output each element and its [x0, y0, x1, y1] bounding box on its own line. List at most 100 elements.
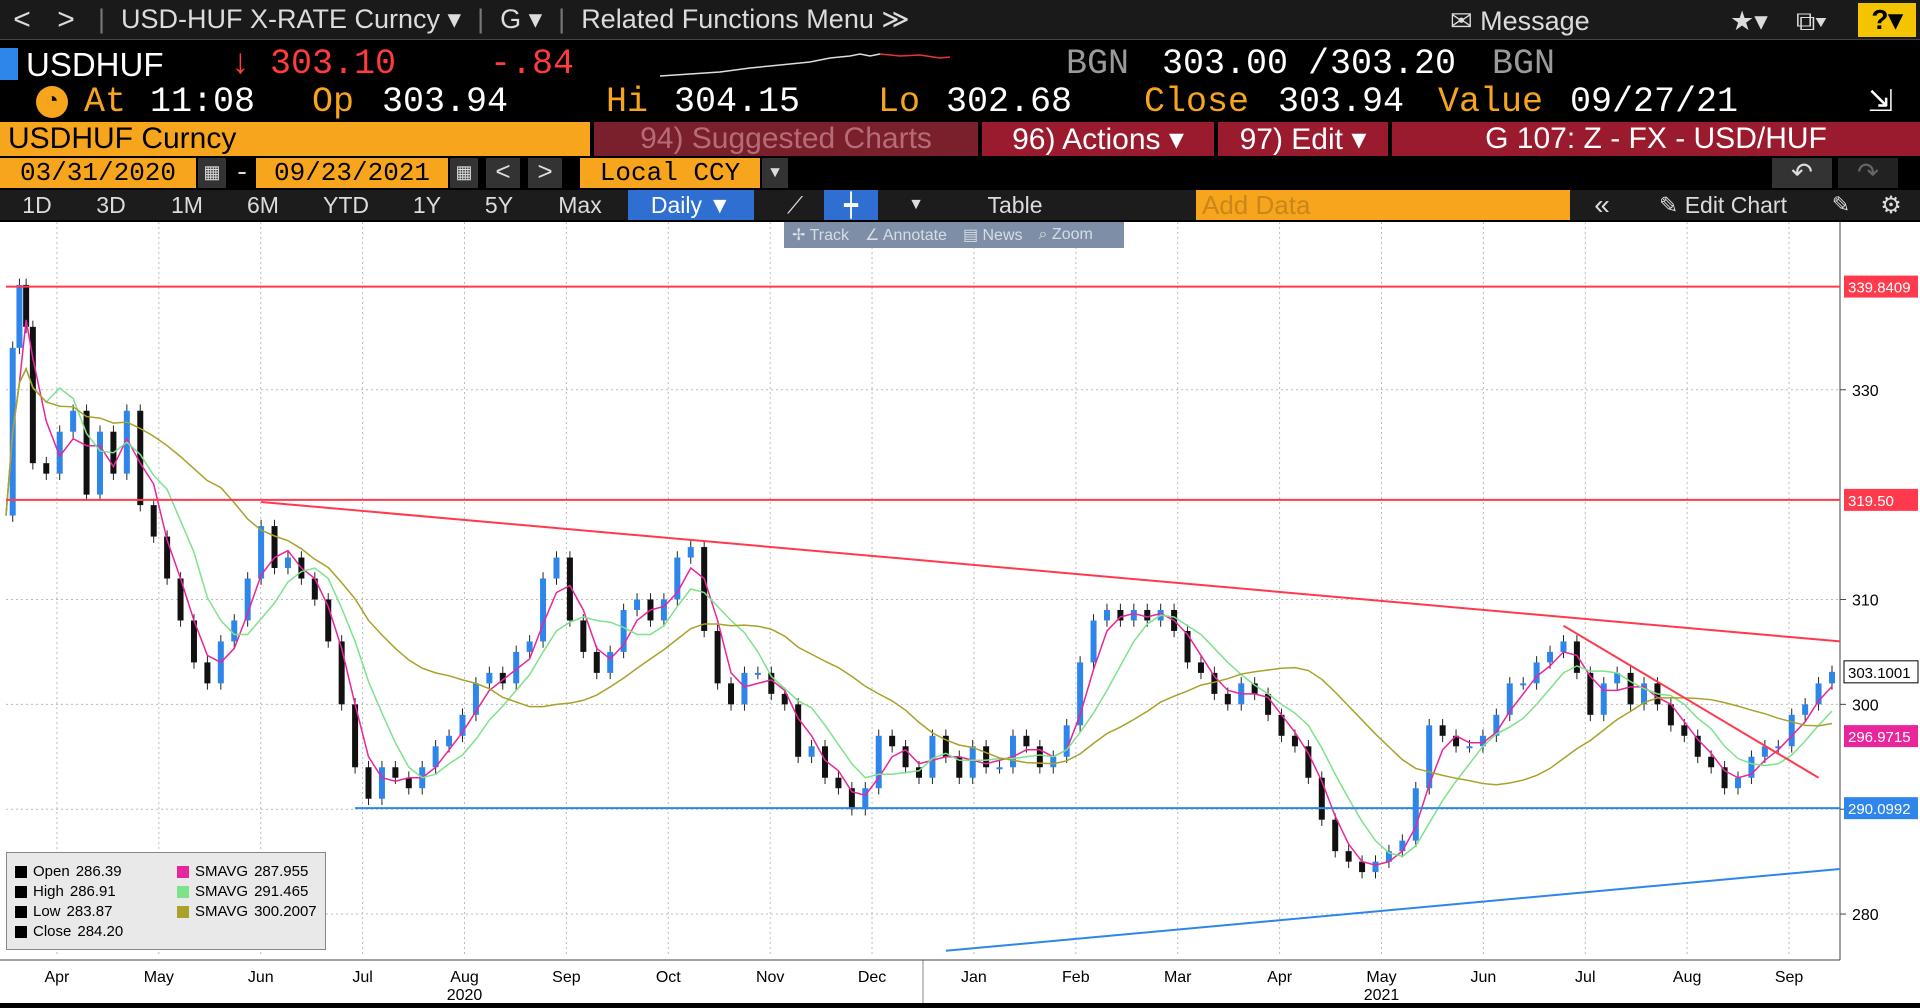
- candle-body: [1211, 672, 1218, 694]
- related-functions-menu[interactable]: Related Functions Menu ≫: [581, 4, 910, 34]
- intraday-sparkline: [660, 53, 951, 77]
- chevron-down-icon[interactable]: ▼: [908, 196, 924, 213]
- end-date-input[interactable]: 09/23/2021: [256, 158, 448, 188]
- legend-label: SMAVG: [195, 863, 249, 880]
- x-tick-label: May: [1366, 969, 1396, 986]
- price-tag: [1844, 488, 1918, 511]
- start-date-input[interactable]: 03/31/2020: [0, 158, 196, 188]
- annotate-tool[interactable]: ∠ Annotate: [864, 227, 947, 244]
- candle-body: [1385, 851, 1392, 862]
- export-icon[interactable]: ⇲: [1868, 87, 1894, 121]
- candle-body: [1359, 861, 1366, 873]
- candle-body: [1453, 735, 1460, 747]
- next-period-button[interactable]: >: [528, 158, 562, 188]
- candle-body: [365, 767, 372, 799]
- period-1m[interactable]: 1M: [171, 191, 203, 218]
- candle-body: [432, 746, 439, 768]
- news-tool[interactable]: ▤ News: [962, 227, 1023, 244]
- suggested-charts-button[interactable]: 94) Suggested Charts: [594, 122, 978, 156]
- sma-tag-label: 296.9715: [1848, 729, 1911, 746]
- x-tick-label: Dec: [858, 969, 886, 986]
- period-1d[interactable]: 1D: [22, 191, 52, 218]
- quote-line: USDHUF ↓ 303.10 -.84 BGN 303.00 / 303.20…: [0, 44, 1920, 84]
- table-button[interactable]: Table: [987, 191, 1043, 218]
- track-tool[interactable]: ✢ Track: [792, 227, 849, 244]
- window-icon[interactable]: ⧉▾: [1796, 6, 1827, 36]
- candle-body: [204, 662, 211, 684]
- candle-body: [1641, 683, 1648, 705]
- candle-body: [1332, 819, 1339, 852]
- x-tick-label: Sep: [552, 969, 581, 986]
- security-field[interactable]: USDHUF Curncy: [0, 122, 590, 156]
- x-tick-label: Mar: [1164, 969, 1192, 986]
- calendar-icon[interactable]: ▦: [198, 158, 226, 188]
- collapse-button[interactable]: «: [1594, 189, 1610, 220]
- line-chart-icon[interactable]: ⟋: [786, 191, 804, 218]
- security-menu[interactable]: USD-HUF X-RATE Curncy ▾: [121, 4, 462, 34]
- candle-body: [1627, 672, 1634, 705]
- candle-body: [1614, 672, 1621, 684]
- candle-body: [1063, 725, 1070, 757]
- candle-body: [1050, 756, 1057, 768]
- candle-body: [754, 672, 761, 675]
- message-button[interactable]: ✉ Message: [1450, 6, 1590, 36]
- candle-body: [687, 547, 694, 558]
- forward-button[interactable]: >: [57, 2, 75, 36]
- period-ytd[interactable]: YTD: [323, 191, 369, 218]
- legend-swatch: [15, 925, 27, 938]
- candle-body: [1399, 840, 1406, 852]
- x-year-label: 2021: [1364, 987, 1400, 1003]
- undo-button[interactable]: ↶: [1772, 158, 1832, 189]
- period-5y[interactable]: 5Y: [484, 191, 514, 218]
- back-button[interactable]: <: [13, 2, 31, 36]
- candle-body: [378, 767, 385, 799]
- gauge-icon: ◔: [36, 86, 68, 118]
- add-data-placeholder: Add Data: [1202, 189, 1311, 220]
- candle-body: [70, 410, 77, 432]
- period-3d[interactable]: 3D: [96, 191, 126, 218]
- help-button[interactable]: ?▾: [1858, 3, 1916, 37]
- gear-icon[interactable]: ⚙: [1880, 191, 1902, 219]
- favorites-star-icon[interactable]: ★▾: [1730, 6, 1768, 36]
- zoom-tool[interactable]: ⌕ Zoom: [1038, 226, 1093, 243]
- edit-chart-button[interactable]: ✎ Edit Chart: [1659, 191, 1787, 218]
- candle-body: [540, 578, 547, 642]
- x-tick-label: Oct: [656, 969, 681, 986]
- function-menu[interactable]: G ▾: [500, 4, 543, 34]
- sma-mid-line: [5, 366, 1833, 858]
- candle-body: [1318, 777, 1325, 820]
- actions-menu[interactable]: 96) Actions ▾: [982, 122, 1214, 156]
- edit-menu[interactable]: 97) Edit ▾: [1218, 122, 1388, 156]
- chart-area[interactable]: Apr May Jun Jul Aug Sep Oct Nov Dec Jan Feb Mar Apr M…: [0, 222, 1920, 1004]
- period-6m[interactable]: 6M: [247, 191, 279, 218]
- price-tag: [1844, 275, 1918, 298]
- legend-sma3: SMAVG 300.2007: [177, 903, 317, 920]
- low-value: 302.68: [946, 82, 1073, 122]
- currency-select[interactable]: Local CCY: [580, 158, 760, 188]
- ask-source: BGN: [1492, 44, 1556, 84]
- period-1y[interactable]: 1Y: [412, 191, 442, 218]
- candle-body: [1090, 620, 1097, 663]
- candle-body: [1829, 671, 1835, 684]
- frequency-select[interactable]: Daily ▼: [628, 190, 754, 220]
- x-tick-label: Jun: [1470, 969, 1496, 986]
- candle-body: [660, 599, 667, 621]
- prev-period-button[interactable]: <: [486, 158, 520, 188]
- candle-body: [983, 746, 990, 768]
- chevron-down-icon[interactable]: ▼: [762, 158, 788, 188]
- candle-body: [96, 431, 103, 495]
- candle-body: [258, 526, 265, 579]
- candle-chart-icon[interactable]: ┿: [824, 190, 878, 220]
- legend-high: High 286.91: [15, 883, 116, 900]
- price-chart[interactable]: Apr May Jun Jul Aug Sep Oct Nov Dec Jan Feb Mar Apr M…: [0, 222, 1920, 1004]
- redo-button[interactable]: ↷: [1838, 158, 1898, 189]
- candle-body: [728, 683, 735, 705]
- period-max[interactable]: Max: [558, 191, 602, 218]
- candle-body: [1009, 735, 1016, 768]
- date-separator: -: [234, 158, 250, 188]
- sma-long-line: [5, 366, 1833, 786]
- x-year-label: 2020: [447, 987, 483, 1003]
- annotate-icon[interactable]: ✎: [1831, 192, 1851, 217]
- calendar-icon[interactable]: ▦: [450, 158, 478, 188]
- add-data-input[interactable]: Add Data: [1196, 190, 1570, 220]
